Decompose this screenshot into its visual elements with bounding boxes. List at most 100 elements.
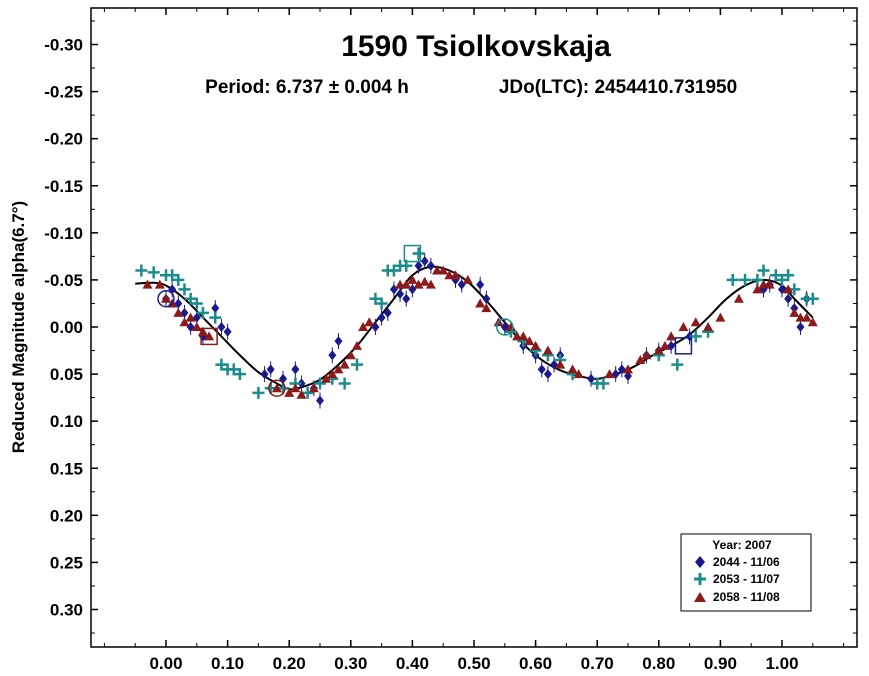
legend-entry-1: 2053 - 11/07 <box>713 572 780 586</box>
y-tick-label: -0.25 <box>44 83 83 102</box>
point-series-0 <box>297 378 306 389</box>
point-series-0 <box>316 395 324 406</box>
y-tick-label: 0.00 <box>50 318 83 337</box>
point-series-2 <box>345 350 356 360</box>
point-series-2 <box>419 276 430 286</box>
point-series-1 <box>769 269 782 282</box>
point-series-0 <box>587 373 596 384</box>
point-series-1 <box>209 311 222 324</box>
point-series-0 <box>377 312 386 323</box>
legend-cross-icon <box>694 573 706 585</box>
legend: Year: 2007 2044 - 11/06 2053 - 11/07 205… <box>680 533 812 612</box>
point-series-0 <box>537 364 546 375</box>
y-tick-label: 0.20 <box>50 506 83 525</box>
x-tick-label: 0.60 <box>519 654 552 673</box>
point-series-1 <box>671 358 684 371</box>
point-series-2 <box>173 307 184 317</box>
point-series-2 <box>179 317 190 327</box>
point-series-0 <box>266 364 275 375</box>
highlight-square-marker <box>200 327 218 346</box>
y-tick-label: 0.15 <box>50 459 83 478</box>
point-series-1 <box>135 264 148 277</box>
point-series-1 <box>172 273 185 286</box>
point-series-1 <box>301 386 314 399</box>
point-series-1 <box>190 297 203 310</box>
point-series-2 <box>327 369 338 379</box>
point-series-2 <box>351 340 362 350</box>
point-series-0 <box>217 322 226 332</box>
highlight-square-marker <box>674 337 693 355</box>
point-series-1 <box>689 330 702 343</box>
point-series-1 <box>233 368 246 381</box>
point-series-0 <box>784 293 793 304</box>
x-tick-label: 1.00 <box>765 654 798 673</box>
y-axis-ticks: -0.30 -0.25 -0.20 -0.15 -0.10 -0.05 0.00 0.05 0.… <box>44 20 857 634</box>
point-series-0 <box>624 370 632 381</box>
point-series-2 <box>481 303 492 313</box>
point-series-2 <box>308 383 319 393</box>
point-series-2 <box>321 373 332 383</box>
point-series-2 <box>142 279 153 289</box>
point-series-1 <box>184 292 197 305</box>
point-series-2 <box>764 279 775 289</box>
point-series-2 <box>462 274 473 284</box>
legend-entry-0: 2044 - 11/06 <box>713 555 780 569</box>
y-tick-label: 0.05 <box>50 365 83 384</box>
point-series-2 <box>524 336 535 346</box>
highlight-square-marker <box>403 244 422 263</box>
highlight-circle-marker <box>496 318 514 336</box>
point-series-2 <box>358 322 369 331</box>
y-tick-label: -0.15 <box>44 177 83 196</box>
point-series-1 <box>369 292 382 305</box>
x-tick-label: 0.00 <box>149 654 182 673</box>
point-series-2 <box>733 293 744 303</box>
y-tick-label: -0.20 <box>44 130 83 149</box>
point-series-2 <box>284 387 295 397</box>
point-series-0 <box>457 279 466 290</box>
point-series-2 <box>290 383 301 393</box>
point-series-2 <box>623 364 633 374</box>
x-tick-label: 0.20 <box>273 654 306 673</box>
point-series-2 <box>666 331 677 341</box>
point-series-2 <box>333 364 344 374</box>
point-series-2 <box>191 322 202 331</box>
x-tick-label: 0.40 <box>396 654 429 673</box>
x-tick-label: 0.90 <box>704 654 737 673</box>
chart-subtitle-period: Period: 6.737 ± 0.004 h <box>205 77 409 98</box>
point-series-2 <box>635 354 646 364</box>
point-series-1 <box>252 386 265 399</box>
point-series-2 <box>505 322 516 331</box>
point-series-0 <box>414 260 423 271</box>
point-series-1 <box>178 283 191 296</box>
point-series-0 <box>328 350 337 361</box>
point-series-1 <box>147 266 160 279</box>
point-series-0 <box>426 260 435 271</box>
y-axis-label: Reduced Magnitude alpha(6.7°) <box>9 201 28 453</box>
point-series-0 <box>420 256 429 267</box>
highlighted-markers <box>157 244 693 397</box>
point-series-1 <box>166 269 179 282</box>
point-series-2 <box>425 279 436 289</box>
chart-subtitle-epoch: JDo(LTC): 2454410.731950 <box>499 77 737 98</box>
point-series-2 <box>296 389 307 399</box>
point-series-1 <box>597 377 610 390</box>
x-tick-label: 0.10 <box>211 654 244 673</box>
point-series-2 <box>542 345 553 355</box>
point-series-0 <box>796 322 805 332</box>
data-points <box>135 247 819 409</box>
point-series-1 <box>757 264 770 277</box>
y-tick-label: 0.10 <box>50 412 83 431</box>
point-series-2 <box>678 322 689 331</box>
point-series-2 <box>801 312 812 322</box>
point-series-2 <box>475 298 486 308</box>
point-series-1 <box>739 273 752 286</box>
point-series-2 <box>789 307 800 317</box>
point-series-2 <box>555 359 566 369</box>
point-series-2 <box>407 274 418 284</box>
x-tick-label: 0.50 <box>457 654 490 673</box>
legend-entry-2: 2058 - 11/08 <box>713 590 780 604</box>
point-series-1 <box>338 377 351 390</box>
point-series-2 <box>450 270 461 280</box>
point-series-2 <box>154 279 165 289</box>
